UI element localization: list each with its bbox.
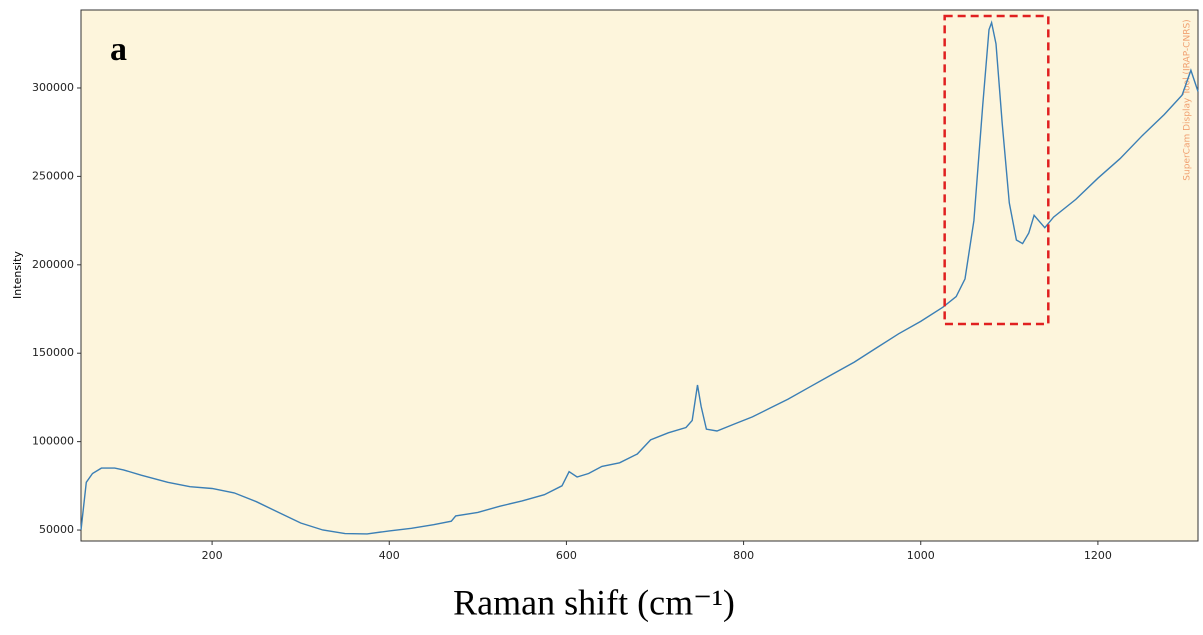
x-axis-label: Raman shift (cm⁻¹) — [453, 582, 735, 622]
y-tick-label: 200000 — [32, 258, 74, 271]
y-tick-label: 300000 — [32, 81, 74, 94]
x-tick-label: 600 — [556, 549, 577, 562]
y-tick-label: 100000 — [32, 435, 74, 448]
spectrum-line — [80, 20, 1199, 535]
panel-label: a — [110, 31, 127, 68]
y-tick-label: 150000 — [32, 346, 74, 359]
x-tick-label: 400 — [379, 549, 400, 562]
x-tick-label: 1200 — [1084, 549, 1112, 562]
x-tick-label: 800 — [733, 549, 754, 562]
y-axis-label: Intensity — [11, 251, 24, 299]
highlight-box — [943, 14, 1050, 326]
plot-area — [80, 9, 1199, 542]
y-tick-label: 50000 — [39, 523, 74, 536]
x-tick-label: 200 — [202, 549, 223, 562]
y-tick-label: 250000 — [32, 169, 74, 182]
x-tick-label: 1000 — [907, 549, 935, 562]
watermark: SuperCam Display Tool (IRAP-CNRS) — [1183, 19, 1193, 180]
